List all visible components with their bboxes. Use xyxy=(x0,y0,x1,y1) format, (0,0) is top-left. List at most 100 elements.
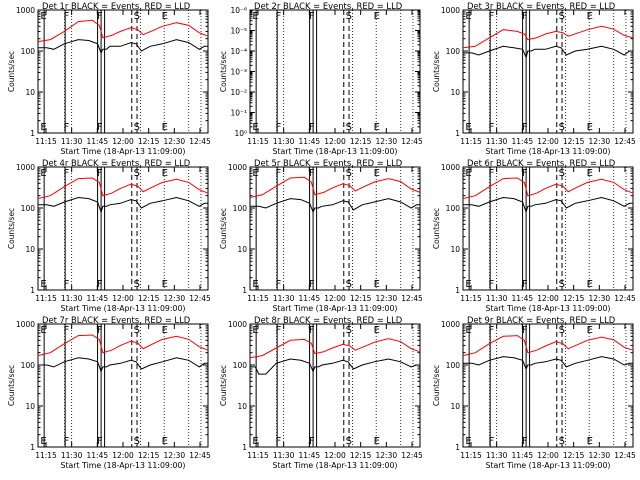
y-tick-label: 10 xyxy=(25,88,35,97)
red-lld-series xyxy=(37,19,209,43)
event-marker-label: E xyxy=(40,279,46,290)
x-tick-label: 12:45 xyxy=(189,137,211,146)
x-tick-label: 12:30 xyxy=(589,294,611,303)
black-events-series xyxy=(463,356,633,371)
x-tick-label: 11:15 xyxy=(35,451,57,460)
y-tick-label: 10 xyxy=(450,402,460,411)
event-marker-label: E xyxy=(162,325,168,336)
x-tick-label: 12:15 xyxy=(138,137,160,146)
plot-frame xyxy=(37,166,209,291)
y-tick-label: 1 xyxy=(455,286,460,295)
x-tick-label: 11:15 xyxy=(247,294,269,303)
y-tick-label: 10⁻⁵ xyxy=(230,27,247,36)
event-marker-label: F xyxy=(97,11,103,22)
event-marker-label: E xyxy=(40,325,46,336)
event-marker-label: F xyxy=(309,168,315,179)
y-tick-label: 10 xyxy=(450,245,460,254)
x-axis-label: Start Time (18-Apr-13 11:09:00) xyxy=(486,304,611,313)
y-tick-label: 1 xyxy=(30,286,35,295)
event-marker-label: S xyxy=(559,168,565,179)
x-tick-label: 11:45 xyxy=(87,137,109,146)
x-tick-label: 11:15 xyxy=(35,137,57,146)
x-tick-label: 12:00 xyxy=(324,137,346,146)
event-marker-label: E xyxy=(374,168,380,179)
x-tick-label: 11:45 xyxy=(87,451,109,460)
y-tick-label: 1000 xyxy=(441,320,460,329)
x-tick-label: 12:00 xyxy=(324,451,346,460)
event-marker-label: E xyxy=(587,436,593,447)
y-tick-label: 1 xyxy=(30,443,35,452)
plot-frame xyxy=(37,323,209,448)
event-marker-label: S xyxy=(346,436,352,447)
event-marker-label: E xyxy=(162,11,168,22)
y-tick-label: 1 xyxy=(455,443,460,452)
x-tick-label: 11:45 xyxy=(299,451,321,460)
event-marker-label: F xyxy=(522,168,528,179)
chart-panel: Det 3r BLACK = Events, RED = LLD 1 10 100 10… xyxy=(432,1,636,156)
event-marker-label: F xyxy=(276,325,282,336)
y-tick-label: 1000 xyxy=(441,163,460,172)
event-marker-label: E xyxy=(40,436,46,447)
event-marker-label: F xyxy=(522,11,528,22)
red-lld-series xyxy=(462,177,634,200)
x-axis-label: Start Time (18-Apr-13 11:09:00) xyxy=(273,304,398,313)
plot-frame xyxy=(37,9,209,134)
plot-frame xyxy=(249,323,421,448)
event-marker-label: F xyxy=(309,11,315,22)
event-marker-label: F xyxy=(276,122,282,133)
event-marker-label: E xyxy=(162,122,168,133)
chart-title: Det 9r BLACK = Events, RED = LLD xyxy=(467,315,615,325)
event-marker-label: E xyxy=(40,11,46,22)
event-marker-label: E xyxy=(465,122,471,133)
event-marker-label: S xyxy=(559,11,565,22)
x-tick-label: 12:15 xyxy=(350,451,372,460)
y-tick-label: 100 xyxy=(446,361,461,370)
x-tick-label: 11:30 xyxy=(61,451,83,460)
black-events-series xyxy=(463,196,633,214)
event-marker-label: E xyxy=(252,325,258,336)
event-marker-label: F xyxy=(97,168,103,179)
x-tick-label: 11:30 xyxy=(486,451,508,460)
event-marker-label: E xyxy=(374,279,380,290)
x-tick-label: 12:30 xyxy=(164,451,186,460)
x-tick-label: 11:45 xyxy=(512,137,534,146)
event-marker-label: F xyxy=(64,122,70,133)
y-axis-label: Counts/sec xyxy=(432,51,441,92)
y-axis-label: Counts/sec xyxy=(432,365,441,406)
event-marker-label: F xyxy=(489,11,495,22)
x-tick-label: 12:15 xyxy=(350,137,372,146)
chart-title: Det 8r BLACK = Events, RED = LLD xyxy=(254,315,402,325)
event-marker-label: F xyxy=(489,122,495,133)
y-axis-label: Counts/sec xyxy=(219,365,228,406)
x-tick-label: 12:15 xyxy=(563,294,585,303)
event-marker-label: E xyxy=(252,168,258,179)
event-marker-label: S xyxy=(559,122,565,133)
y-axis-label: Counts/sec xyxy=(7,208,16,249)
chart-title: Det 1r BLACK = Events, RED = LLD xyxy=(42,1,190,11)
event-marker-label: F xyxy=(97,436,103,447)
x-tick-label: 12:15 xyxy=(563,137,585,146)
y-tick-label: 100 xyxy=(233,361,248,370)
event-marker-label: S xyxy=(346,168,352,179)
event-marker-label: F xyxy=(276,279,282,290)
y-tick-label: 100 xyxy=(21,361,36,370)
chart-title: Det 6r BLACK = Events, RED = LLD xyxy=(467,158,615,168)
event-marker-label: F xyxy=(309,436,315,447)
event-marker-label: F xyxy=(64,11,70,22)
event-marker-label: F xyxy=(276,168,282,179)
event-marker-label: E xyxy=(252,279,258,290)
x-tick-label: 12:30 xyxy=(589,137,611,146)
black-events-series xyxy=(463,45,633,59)
y-tick-label: 10⁰ xyxy=(234,129,247,138)
event-marker-label: E xyxy=(252,122,258,133)
event-marker-label: S xyxy=(559,325,565,336)
plot-frame xyxy=(462,9,634,134)
event-marker-label: E xyxy=(374,11,380,22)
event-marker-label: S xyxy=(134,279,140,290)
event-marker-label: F xyxy=(97,122,103,133)
x-tick-label: 12:00 xyxy=(112,294,134,303)
event-marker-label: E xyxy=(252,11,258,22)
x-tick-label: 11:30 xyxy=(273,294,295,303)
y-axis-label: Counts/sec xyxy=(7,51,16,92)
